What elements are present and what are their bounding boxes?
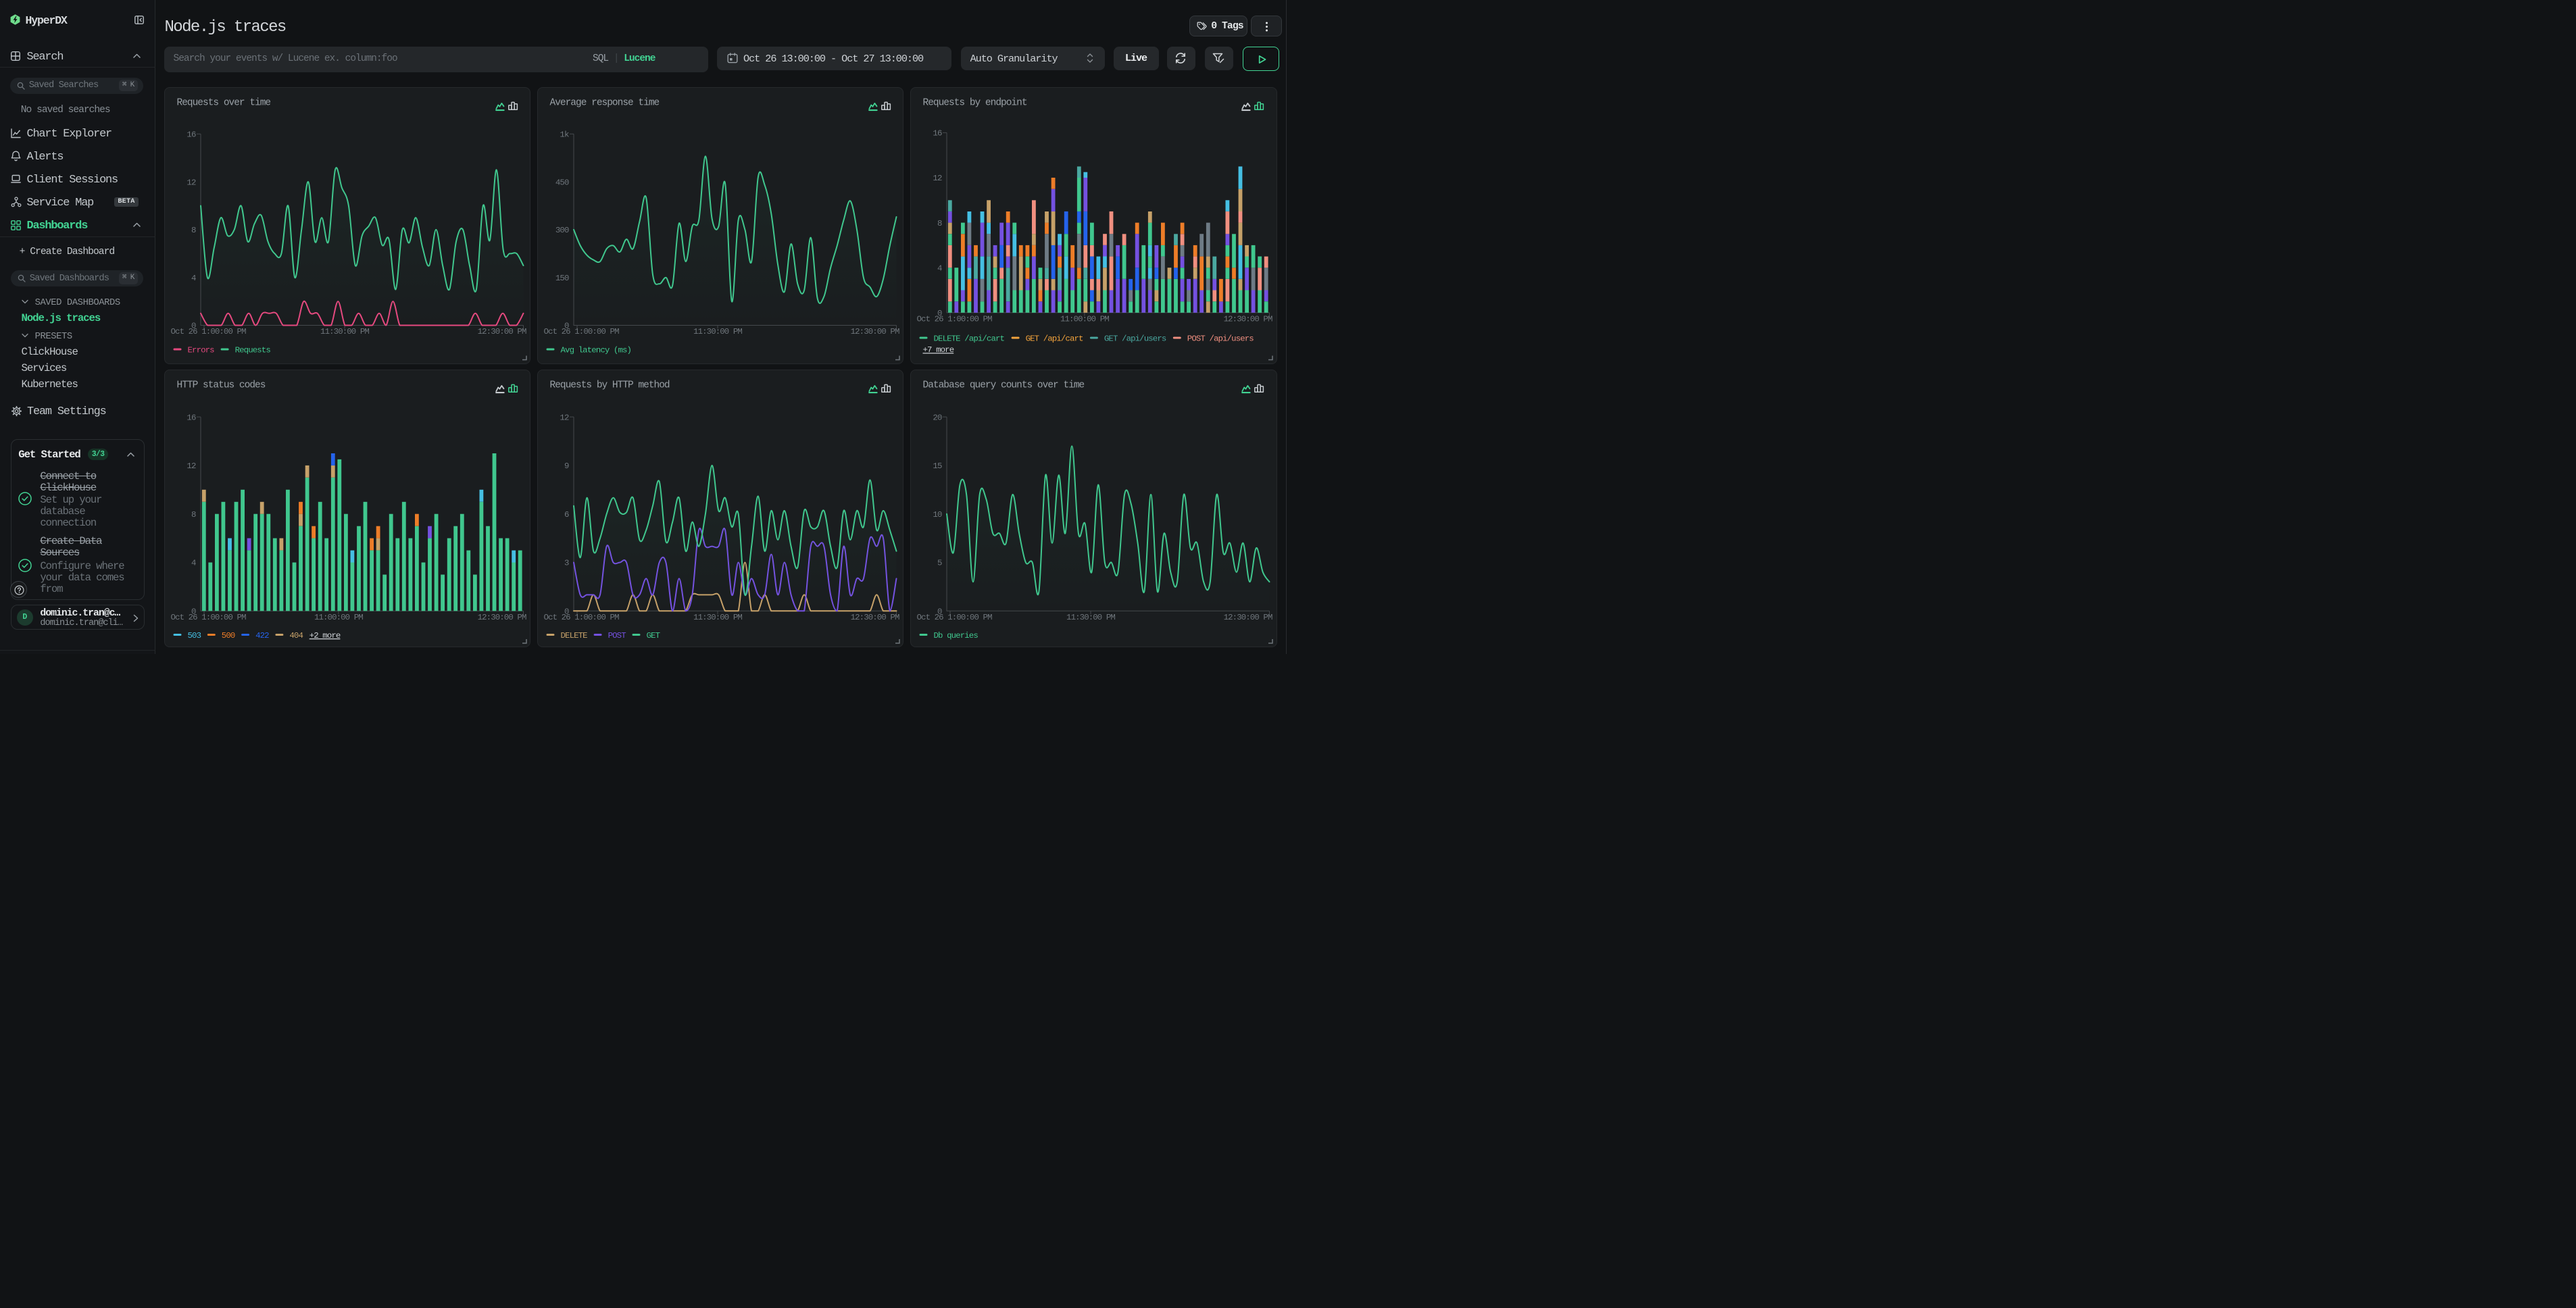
svg-text:Oct 26 1:00:00 PM: Oct 26 1:00:00 PM	[543, 612, 619, 622]
svg-text:POST: POST	[608, 631, 626, 640]
svg-text:4: 4	[937, 263, 942, 273]
svg-text:12:30:00 PM: 12:30:00 PM	[477, 327, 526, 336]
svg-text:12: 12	[933, 174, 942, 183]
svg-text:POST /api/users: POST /api/users	[1187, 334, 1254, 343]
svg-text:12: 12	[187, 461, 196, 471]
svg-text:12: 12	[187, 178, 196, 187]
svg-text:300: 300	[555, 226, 568, 235]
svg-text:12:30:00 PM: 12:30:00 PM	[477, 612, 526, 622]
svg-text:0: 0	[191, 321, 195, 330]
svg-text:12:30:00 PM: 12:30:00 PM	[850, 612, 899, 622]
svg-text:Average response time: Average response time	[549, 97, 659, 108]
svg-text:Oct 26 1:00:00 PM: Oct 26 1:00:00 PM	[917, 314, 993, 324]
svg-text:20: 20	[933, 413, 942, 422]
svg-text:11:30:00 PM: 11:30:00 PM	[693, 612, 742, 622]
svg-text:Requests: Requests	[234, 345, 270, 355]
svg-text:+2 more: +2 more	[309, 631, 340, 640]
svg-text:Db queries: Db queries	[934, 631, 979, 640]
svg-text:Oct 26 1:00:00 PM: Oct 26 1:00:00 PM	[170, 612, 246, 622]
svg-text:0: 0	[937, 607, 942, 616]
svg-text:1k: 1k	[560, 130, 569, 139]
svg-text:10: 10	[933, 509, 942, 519]
svg-text:16: 16	[933, 128, 942, 138]
svg-text:Requests over time: Requests over time	[176, 97, 270, 108]
svg-text:404: 404	[289, 631, 303, 640]
svg-text:DELETE /api/cart: DELETE /api/cart	[934, 334, 1005, 343]
svg-text:+7 more: +7 more	[923, 345, 954, 355]
svg-text:3: 3	[564, 558, 568, 568]
svg-text:0: 0	[937, 309, 942, 318]
svg-text:16: 16	[187, 130, 196, 139]
svg-text:4: 4	[191, 273, 195, 282]
svg-text:Requests by endpoint: Requests by endpoint	[923, 97, 1027, 108]
svg-text:11:30:00 PM: 11:30:00 PM	[693, 327, 742, 336]
svg-text:11:30:00 PM: 11:30:00 PM	[1066, 612, 1115, 622]
svg-text:150: 150	[555, 273, 568, 282]
svg-text:0: 0	[564, 607, 568, 616]
svg-text:9: 9	[564, 461, 568, 471]
svg-text:503: 503	[187, 631, 201, 640]
svg-text:11:00:00 PM: 11:00:00 PM	[1060, 314, 1109, 324]
svg-text:HTTP status codes: HTTP status codes	[176, 380, 265, 391]
svg-text:16: 16	[187, 413, 196, 422]
svg-text:GET /api/cart: GET /api/cart	[1026, 334, 1083, 343]
svg-text:GET: GET	[646, 631, 660, 640]
svg-text:422: 422	[255, 631, 269, 640]
svg-text:450: 450	[555, 178, 568, 187]
svg-text:12:30:00 PM: 12:30:00 PM	[850, 327, 899, 336]
svg-text:8: 8	[191, 509, 195, 519]
svg-text:GET /api/users: GET /api/users	[1104, 334, 1166, 343]
svg-text:Oct 26 1:00:00 PM: Oct 26 1:00:00 PM	[170, 327, 246, 336]
svg-text:12:30:00 PM: 12:30:00 PM	[1224, 314, 1272, 324]
svg-text:6: 6	[564, 509, 568, 519]
svg-text:Avg latency (ms): Avg latency (ms)	[560, 345, 631, 355]
svg-text:8: 8	[937, 218, 942, 228]
svg-text:12:30:00 PM: 12:30:00 PM	[1224, 612, 1272, 622]
svg-text:Oct 26 1:00:00 PM: Oct 26 1:00:00 PM	[543, 327, 619, 336]
svg-text:11:30:00 PM: 11:30:00 PM	[320, 327, 369, 336]
svg-text:500: 500	[221, 631, 234, 640]
svg-text:Requests by HTTP method: Requests by HTTP method	[549, 380, 669, 391]
svg-text:0: 0	[191, 607, 195, 616]
svg-text:Database query counts over tim: Database query counts over time	[923, 380, 1085, 391]
svg-text:11:00:00 PM: 11:00:00 PM	[314, 612, 362, 622]
svg-text:Errors: Errors	[187, 345, 214, 355]
svg-text:8: 8	[191, 226, 195, 235]
svg-text:0: 0	[564, 321, 568, 330]
svg-text:4: 4	[191, 558, 195, 568]
svg-text:Oct 26 1:00:00 PM: Oct 26 1:00:00 PM	[917, 612, 993, 622]
svg-text:15: 15	[933, 461, 942, 471]
svg-text:DELETE: DELETE	[560, 631, 587, 640]
svg-text:5: 5	[937, 558, 942, 568]
svg-text:12: 12	[560, 413, 569, 422]
